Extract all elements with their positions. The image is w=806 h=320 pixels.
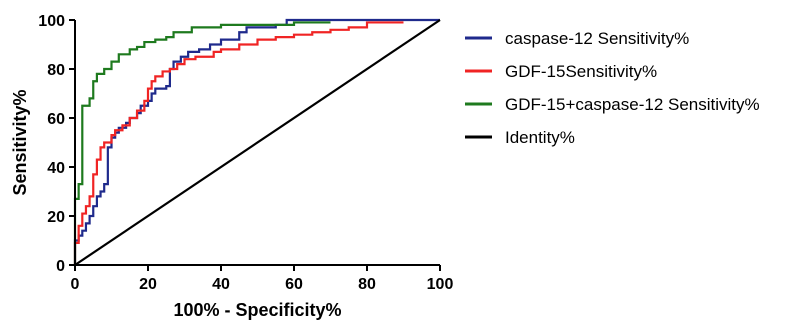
x-tick-label: 20 [139, 276, 157, 293]
y-tick-label: 100 [38, 13, 65, 30]
x-tick-label: 100 [427, 276, 454, 293]
x-tick-label: 40 [212, 276, 230, 293]
series-line-4 [74, 19, 441, 266]
y-tick-label: 20 [47, 209, 65, 226]
x-tick-label: 80 [358, 276, 376, 293]
y-axis-title: Sensitivity% [10, 89, 30, 195]
x-tick-label: 0 [71, 276, 80, 293]
axes [69, 19, 441, 271]
series-line-2 [73, 21, 404, 265]
legend-label-1: caspase-12 Sensitivity% [505, 29, 689, 48]
plot-lines [73, 18, 441, 266]
y-tick-label: 0 [56, 258, 65, 275]
tick-labels: 0 20 40 60 80 100 0 20 40 60 80 100 [38, 13, 453, 293]
legend-label-2: GDF-15Sensitivity% [505, 62, 657, 81]
legend-label-3: GDF-15+caspase-12 Sensitivity% [505, 95, 760, 114]
x-tick-label: 60 [285, 276, 303, 293]
series-line-1 [73, 18, 440, 265]
legend-label-4: Identity% [505, 128, 575, 147]
legend: caspase-12 Sensitivity% GDF-15Sensitivity… [465, 29, 760, 147]
x-axis-title: 100% - Specificity% [173, 300, 341, 320]
y-tick-label: 40 [47, 160, 65, 177]
y-tick-label: 80 [47, 62, 65, 79]
series-line-3 [73, 21, 331, 265]
y-tick-label: 60 [47, 111, 65, 128]
